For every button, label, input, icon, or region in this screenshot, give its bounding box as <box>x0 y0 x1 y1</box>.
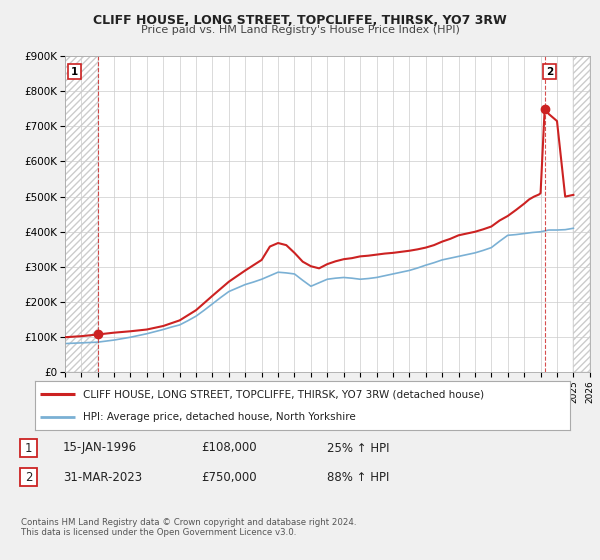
Text: 2: 2 <box>546 67 553 77</box>
Text: 88% ↑ HPI: 88% ↑ HPI <box>327 470 389 484</box>
Text: 2: 2 <box>25 470 32 484</box>
Text: Price paid vs. HM Land Registry's House Price Index (HPI): Price paid vs. HM Land Registry's House … <box>140 25 460 35</box>
Text: Contains HM Land Registry data © Crown copyright and database right 2024.
This d: Contains HM Land Registry data © Crown c… <box>21 518 356 538</box>
Text: CLIFF HOUSE, LONG STREET, TOPCLIFFE, THIRSK, YO7 3RW: CLIFF HOUSE, LONG STREET, TOPCLIFFE, THI… <box>93 14 507 27</box>
Text: HPI: Average price, detached house, North Yorkshire: HPI: Average price, detached house, Nort… <box>83 412 356 422</box>
Text: 1: 1 <box>71 67 78 77</box>
Text: 1: 1 <box>25 441 32 455</box>
Text: CLIFF HOUSE, LONG STREET, TOPCLIFFE, THIRSK, YO7 3RW (detached house): CLIFF HOUSE, LONG STREET, TOPCLIFFE, THI… <box>83 389 484 399</box>
Text: £750,000: £750,000 <box>201 470 257 484</box>
Text: 25% ↑ HPI: 25% ↑ HPI <box>327 441 389 455</box>
Text: £108,000: £108,000 <box>201 441 257 455</box>
Text: 31-MAR-2023: 31-MAR-2023 <box>63 470 142 484</box>
Text: 15-JAN-1996: 15-JAN-1996 <box>63 441 137 455</box>
